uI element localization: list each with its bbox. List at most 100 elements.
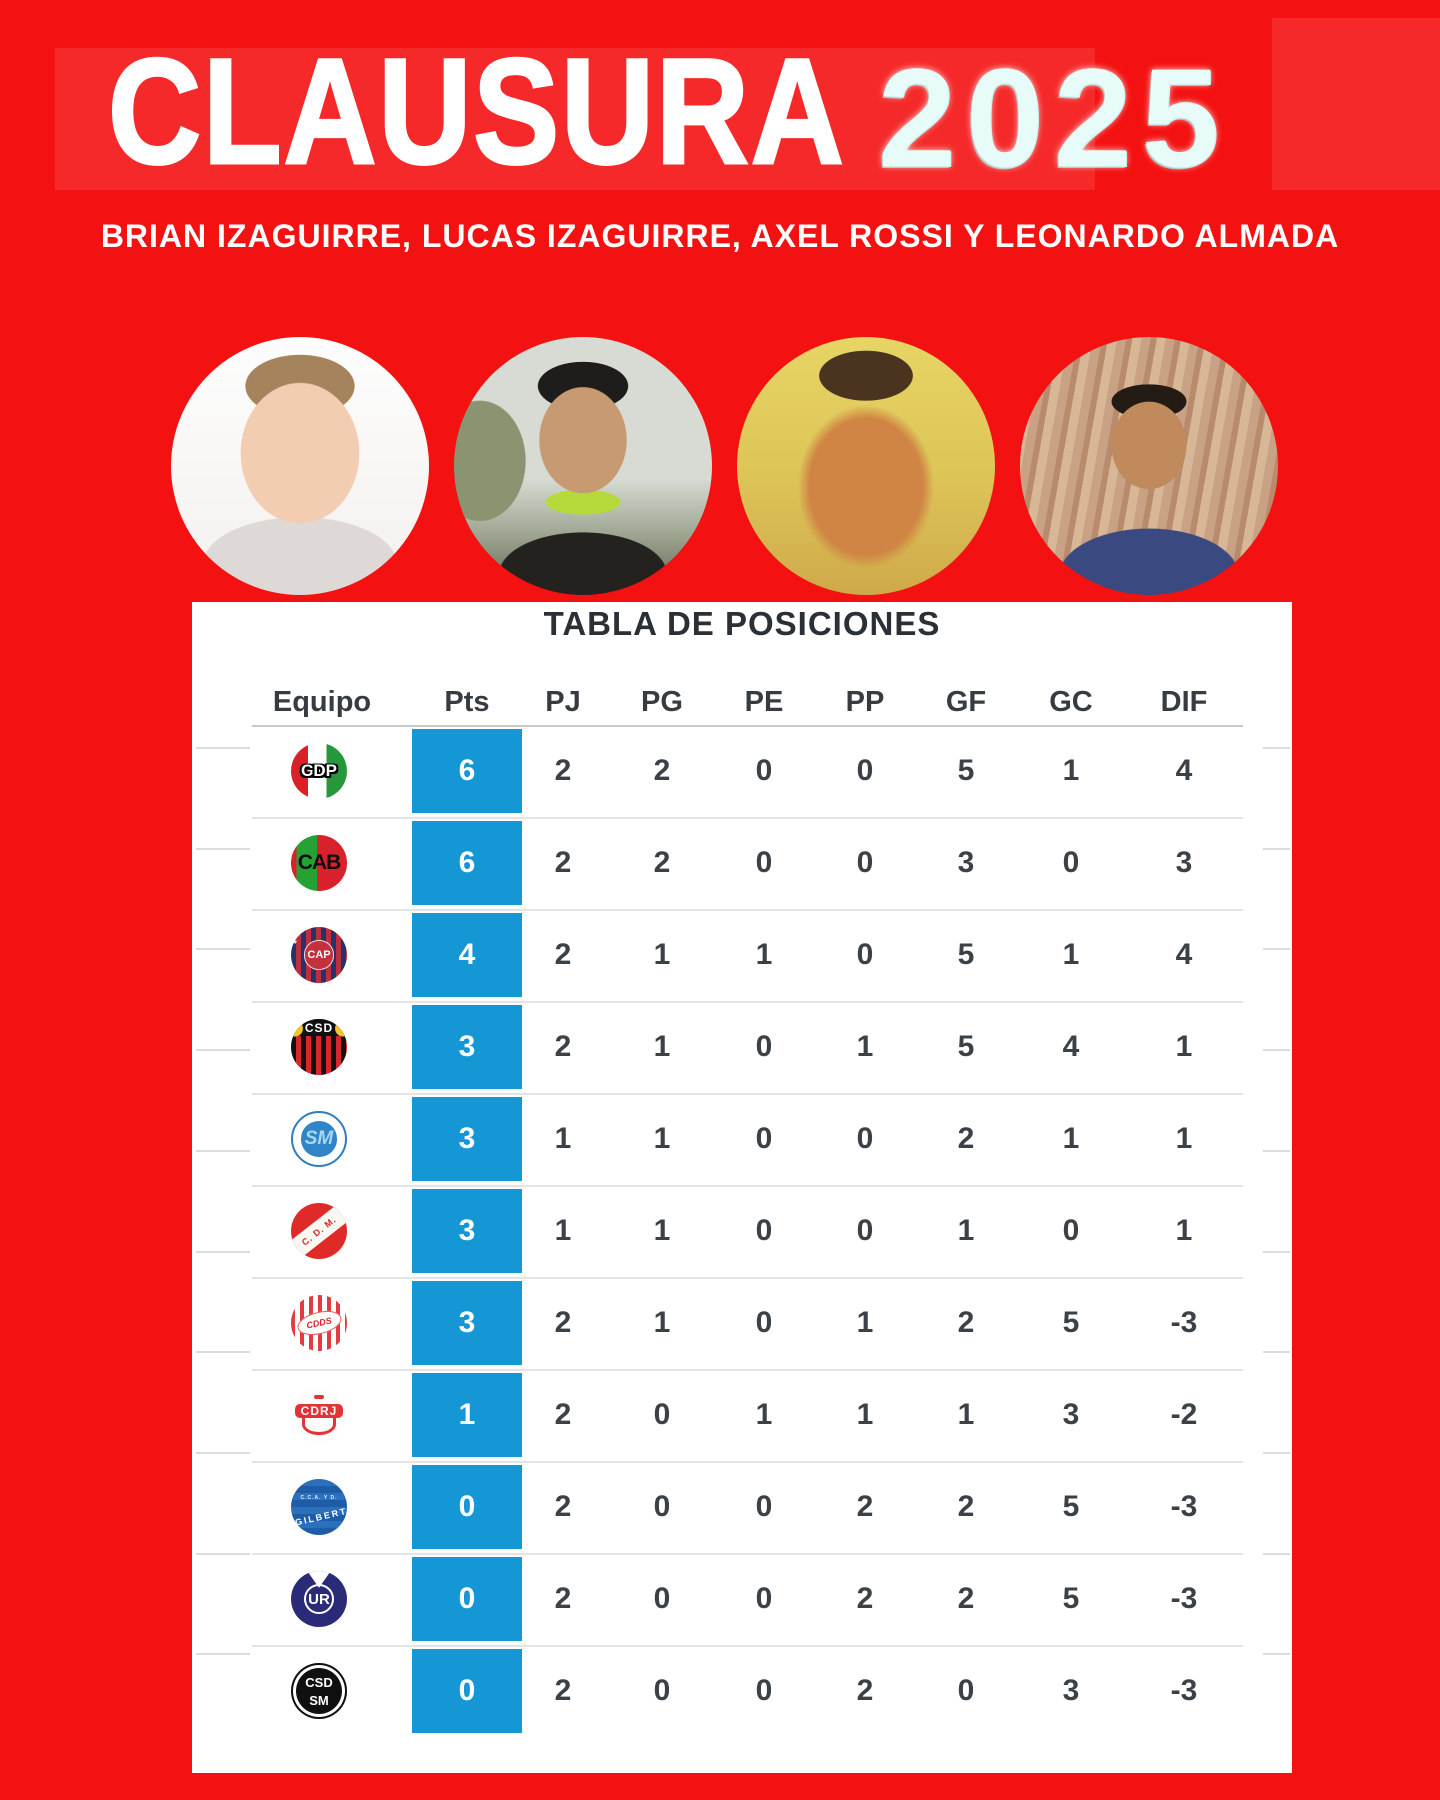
stat-gc: 0 bbox=[1062, 846, 1080, 879]
team-logo-cab: CAB bbox=[291, 835, 347, 891]
stat-gf: 5 bbox=[957, 754, 975, 787]
torn-edge-mark-right bbox=[1263, 1553, 1290, 1555]
points-cell: 3 bbox=[412, 1005, 522, 1089]
stat-pj: 1 bbox=[554, 1122, 572, 1155]
stat-gf: 3 bbox=[957, 846, 975, 879]
header-separator-line bbox=[252, 725, 1243, 727]
stat-gf: 2 bbox=[957, 1122, 975, 1155]
stat-pg: 1 bbox=[653, 1306, 671, 1339]
stat-gf: 2 bbox=[957, 1306, 975, 1339]
stat-pj: 2 bbox=[554, 754, 572, 787]
torn-edge-mark-left bbox=[196, 1150, 250, 1152]
torn-edge-mark-right bbox=[1263, 948, 1290, 950]
stat-pg: 1 bbox=[653, 1030, 671, 1063]
stat-pj: 2 bbox=[554, 1306, 572, 1339]
stat-gc: 1 bbox=[1062, 938, 1080, 971]
stat-gf: 5 bbox=[957, 1030, 975, 1063]
stat-pe: 0 bbox=[755, 1490, 773, 1523]
team-logo-csd: CSD bbox=[291, 1019, 347, 1075]
table-title: TABLA DE POSICIONES bbox=[543, 605, 941, 642]
standings-panel: TABLA DE POSICIONES Equipo Pts PJ PG PE PP GF G… bbox=[192, 602, 1292, 1773]
team-logo-csdsm: CSD SM bbox=[291, 1663, 347, 1719]
torn-edge-mark-right bbox=[1263, 1653, 1290, 1655]
points-cell: 0 bbox=[412, 1465, 522, 1549]
column-header-gc: GC bbox=[1049, 686, 1093, 718]
torn-edge-mark-right bbox=[1263, 1049, 1290, 1051]
points-cell: 6 bbox=[412, 821, 522, 905]
table-row: CSD SM 0 2 0 0 2 0 3 -3 bbox=[192, 1645, 1292, 1737]
column-header-pts: Pts bbox=[444, 686, 490, 718]
column-header-pj: PJ bbox=[545, 686, 581, 718]
torn-edge-mark-right bbox=[1263, 848, 1290, 850]
stat-pj: 2 bbox=[554, 1674, 572, 1707]
points-cell: 3 bbox=[412, 1281, 522, 1365]
title-highlight-band bbox=[55, 48, 1095, 190]
stat-pj: 2 bbox=[554, 846, 572, 879]
stat-pp: 1 bbox=[856, 1030, 874, 1063]
stat-pe: 0 bbox=[755, 1122, 773, 1155]
stat-dif: -3 bbox=[1170, 1582, 1198, 1615]
stat-gc: 3 bbox=[1062, 1398, 1080, 1431]
stat-pg: 0 bbox=[653, 1582, 671, 1615]
points-cell: 6 bbox=[412, 729, 522, 813]
stat-dif: -2 bbox=[1170, 1398, 1198, 1431]
stat-dif: 3 bbox=[1175, 846, 1193, 879]
row-separator-line bbox=[252, 1001, 1243, 1003]
stat-pj: 2 bbox=[554, 938, 572, 971]
stat-gc: 4 bbox=[1062, 1030, 1080, 1063]
player-photo-3 bbox=[737, 337, 995, 595]
player-photo-2 bbox=[454, 337, 712, 595]
table-row: GILBERT C.C.A. Y D. 0 2 0 0 2 2 5 -3 bbox=[192, 1461, 1292, 1553]
points-value: 3 bbox=[458, 1030, 476, 1063]
stat-gf: 2 bbox=[957, 1582, 975, 1615]
team-logo-cdm: C. D. M. bbox=[291, 1203, 347, 1259]
table-row: CAP 4 2 1 1 0 5 1 4 bbox=[192, 909, 1292, 1001]
table-row: CDP 6 2 2 0 0 5 1 4 bbox=[192, 725, 1292, 817]
row-separator-line bbox=[252, 1277, 1243, 1279]
referees-names: BRIAN IZAGUIRRE, LUCAS IZAGUIRRE, AXEL R… bbox=[100, 218, 1340, 254]
points-cell: 4 bbox=[412, 913, 522, 997]
row-separator-line bbox=[252, 1645, 1243, 1647]
row-separator-line bbox=[252, 1093, 1243, 1095]
stat-dif: 1 bbox=[1175, 1122, 1193, 1155]
row-separator-line bbox=[252, 1461, 1243, 1463]
player-photo-1 bbox=[171, 337, 429, 595]
team-logo-sm: SM bbox=[291, 1111, 347, 1167]
stat-pp: 0 bbox=[856, 1122, 874, 1155]
torn-edge-mark-left bbox=[196, 1553, 250, 1555]
stat-pj: 2 bbox=[554, 1490, 572, 1523]
stat-gf: 2 bbox=[957, 1490, 975, 1523]
column-header-dif: DIF bbox=[1160, 686, 1208, 718]
stat-pp: 2 bbox=[856, 1490, 874, 1523]
points-value: 3 bbox=[458, 1214, 476, 1247]
row-separator-line bbox=[252, 817, 1243, 819]
column-header-pe: PE bbox=[744, 686, 784, 718]
team-logo-gilbert: GILBERT C.C.A. Y D. bbox=[291, 1479, 347, 1535]
team-logo-ur: UR bbox=[291, 1571, 347, 1627]
stat-pp: 0 bbox=[856, 846, 874, 879]
points-value: 3 bbox=[458, 1122, 476, 1155]
stat-pg: 2 bbox=[653, 846, 671, 879]
torn-edge-mark-right bbox=[1263, 1251, 1290, 1253]
column-header-equipo: Equipo bbox=[272, 686, 372, 718]
torn-edge-mark-right bbox=[1263, 1351, 1290, 1353]
points-value: 0 bbox=[458, 1582, 476, 1615]
stat-pj: 2 bbox=[554, 1398, 572, 1431]
torn-edge-mark-right bbox=[1263, 1150, 1290, 1152]
stat-pe: 0 bbox=[755, 1674, 773, 1707]
stat-dif: 1 bbox=[1175, 1214, 1193, 1247]
stat-pg: 1 bbox=[653, 1122, 671, 1155]
column-header-pp: PP bbox=[845, 686, 885, 718]
table-row: SM 3 1 1 0 0 2 1 1 bbox=[192, 1093, 1292, 1185]
column-header-pg: PG bbox=[641, 686, 683, 718]
points-value: 6 bbox=[458, 846, 476, 879]
stat-pe: 0 bbox=[755, 754, 773, 787]
team-logo-cap: CAP bbox=[291, 927, 347, 983]
stat-pe: 0 bbox=[755, 1214, 773, 1247]
stat-gc: 5 bbox=[1062, 1306, 1080, 1339]
torn-edge-mark-left bbox=[196, 1351, 250, 1353]
points-cell: 0 bbox=[412, 1557, 522, 1641]
points-cell: 3 bbox=[412, 1097, 522, 1181]
team-logo-cdrj: CDRJ bbox=[291, 1387, 347, 1443]
column-header-gf: GF bbox=[945, 686, 987, 718]
